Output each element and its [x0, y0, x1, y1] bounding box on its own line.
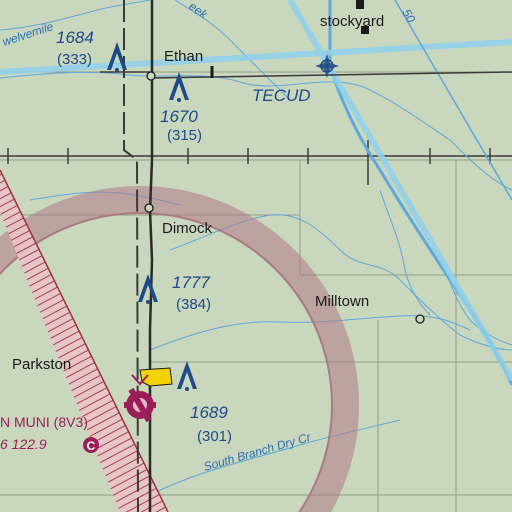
town-area-parkston — [139, 367, 173, 387]
obstacle-1684-msl: 1684 — [56, 28, 94, 47]
obstacle-1670-agl: (315) — [167, 127, 202, 144]
waypoint-label: TECUD — [252, 86, 311, 105]
tower-icon — [169, 72, 189, 102]
obstacle-1777-msl: 1777 — [172, 273, 210, 292]
obstacle-1670-msl: 1670 — [160, 107, 198, 126]
obstacle-1684-agl: (333) — [57, 51, 92, 68]
town-label-dimock: Dimock — [162, 220, 213, 237]
stockyard-marker — [361, 26, 369, 34]
railroad — [123, 0, 139, 512]
ctaf-symbol: C — [87, 439, 96, 453]
airport-icon — [124, 387, 156, 423]
stockyard-building — [356, 0, 364, 9]
tower-icon — [138, 274, 158, 304]
restricted-boundary — [0, 169, 169, 512]
road-number-label: 50 — [399, 7, 418, 26]
ctaf-badge — [83, 437, 99, 453]
waypoint-icon — [315, 54, 339, 78]
road-main — [148, 0, 154, 512]
town-dot-dimock — [144, 203, 154, 213]
airspace-ring-inner — [0, 212, 333, 512]
obstacle-1777-agl: (384) — [176, 296, 211, 313]
obstacle-icons — [107, 42, 197, 391]
town-label-ethan: Ethan — [164, 48, 203, 65]
town-dot-ethan — [146, 71, 156, 81]
town-label-milltown: Milltown — [315, 293, 369, 310]
airport-freq-label: 6 122.9 — [0, 436, 47, 452]
town-dot-milltown — [415, 314, 425, 324]
county-boundary — [0, 140, 512, 185]
tower-icon — [177, 361, 197, 391]
town-label-stockyard: stockyard — [320, 13, 384, 30]
obstacle-1689-agl: (301) — [197, 428, 232, 445]
airport-name-label: N MUNI (8V3) — [0, 414, 88, 430]
tower-icon — [107, 42, 127, 72]
obstacle-1689-msl: 1689 — [190, 403, 228, 422]
road-route — [394, 0, 512, 201]
road-east-west — [149, 71, 512, 79]
town-label-parkston: Parkston — [12, 356, 71, 373]
airport-star-icon — [131, 374, 149, 386]
airspace-ring — [0, 186, 359, 512]
